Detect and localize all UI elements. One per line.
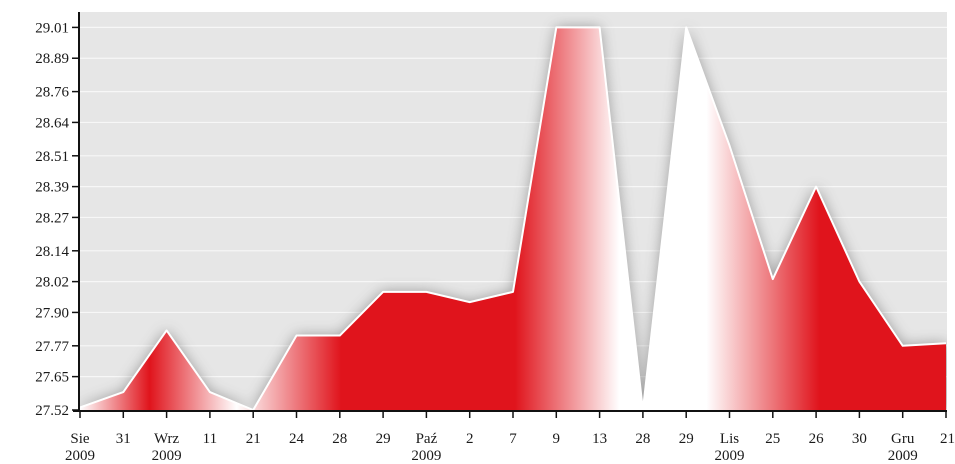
x-tick-year-label: 2009 [888,448,918,464]
x-tick-label: 26 [809,431,825,447]
x-tick-label: 13 [592,431,607,447]
x-tick-label: 9 [553,431,561,447]
y-axis-ticks: 29.01 28.89 28.76 28.64 28.51 28.39 28.27 28.14… [35,20,79,419]
y-tick-label: 27.52 [35,403,69,419]
y-tick-label: 29.01 [35,20,69,36]
y-tick-label: 28.89 [35,51,69,67]
y-tick-label: 27.77 [35,339,69,355]
y-tick-label: 28.02 [35,275,69,291]
axes [73,12,947,412]
x-tick-label: 28 [635,431,650,447]
x-tick-label: 24 [289,431,305,447]
x-tick-label: 2 [466,431,474,447]
x-tick-label: 30 [852,431,867,447]
x-tick-label: Wrz [154,431,180,447]
y-tick-label: 28.39 [35,180,69,196]
series-area [80,27,946,410]
y-tick-label: 27.90 [35,305,69,321]
x-tick-label: 21 [940,431,955,447]
x-tick-year-label: 2009 [411,448,441,464]
x-tick-label: 21 [246,431,261,447]
x-tick-label: Lis [720,431,739,447]
y-tick-label: 28.76 [35,85,69,101]
x-tick-year-label: 2009 [715,448,745,464]
x-tick-label: 7 [509,431,517,447]
x-tick-label: 28 [332,431,347,447]
y-tick-label: 28.27 [35,210,69,226]
y-tick-label: 28.14 [35,244,69,260]
x-tick-year-label: 2009 [65,448,95,464]
y-tick-label: 28.64 [35,115,69,131]
x-tick-label: 25 [765,431,780,447]
x-tick-label: Sie [70,431,90,447]
x-tick-label: 31 [116,431,131,447]
x-tick-label: 29 [679,431,694,447]
x-tick-label: 11 [203,431,217,447]
x-tick-label: Paź [416,431,438,447]
series-line [79,26,947,410]
y-tick-label: 28.51 [35,149,69,165]
x-tick-year-label: 2009 [152,448,182,464]
y-tick-label: 27.65 [35,370,69,386]
x-tick-label: 29 [376,431,391,447]
x-tick-label: Gru [891,431,915,447]
